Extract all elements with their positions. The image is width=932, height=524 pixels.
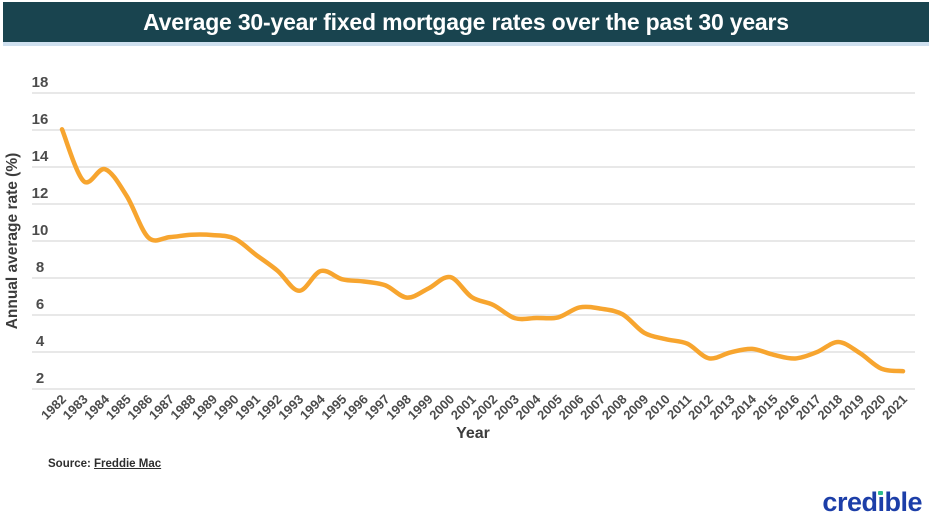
logo-i-stem: ı xyxy=(877,487,885,517)
chart-title: Average 30-year fixed mortgage rates ove… xyxy=(143,8,789,35)
logo-green-dot-icon xyxy=(878,490,883,495)
y-tick-label-4: 4 xyxy=(36,333,45,350)
y-tick-label-8: 8 xyxy=(36,259,44,276)
logo-text-right: ble xyxy=(884,487,922,517)
y-tick-label-6: 6 xyxy=(36,296,44,313)
y-tick-label-16: 16 xyxy=(32,111,49,128)
credible-logo: credı ble xyxy=(822,487,922,518)
x-axis-title: Year xyxy=(456,425,490,442)
y-tick-label-14: 14 xyxy=(32,148,49,165)
rate-line xyxy=(59,127,906,374)
source-link[interactable]: Freddie Mac xyxy=(94,458,162,470)
y-tick-label-12: 12 xyxy=(32,185,49,202)
y-axis-title: Annual average rate (%) xyxy=(4,153,21,330)
logo-letter-i: ı xyxy=(877,487,885,518)
logo-text-left: cred xyxy=(822,487,878,517)
source-label: Source: xyxy=(48,458,91,470)
x-tick-label-2021: 2021 xyxy=(879,392,910,423)
mortgage-rates-line-chart: 1816141210864219821983198419851986198719… xyxy=(4,74,915,442)
y-tick-label-10: 10 xyxy=(32,222,49,239)
chart-title-banner: Average 30-year fixed mortgage rates ove… xyxy=(3,2,929,46)
y-tick-label-2: 2 xyxy=(36,370,44,387)
y-tick-label-18: 18 xyxy=(32,74,49,91)
source-note: Source: Freddie Mac xyxy=(48,458,161,470)
